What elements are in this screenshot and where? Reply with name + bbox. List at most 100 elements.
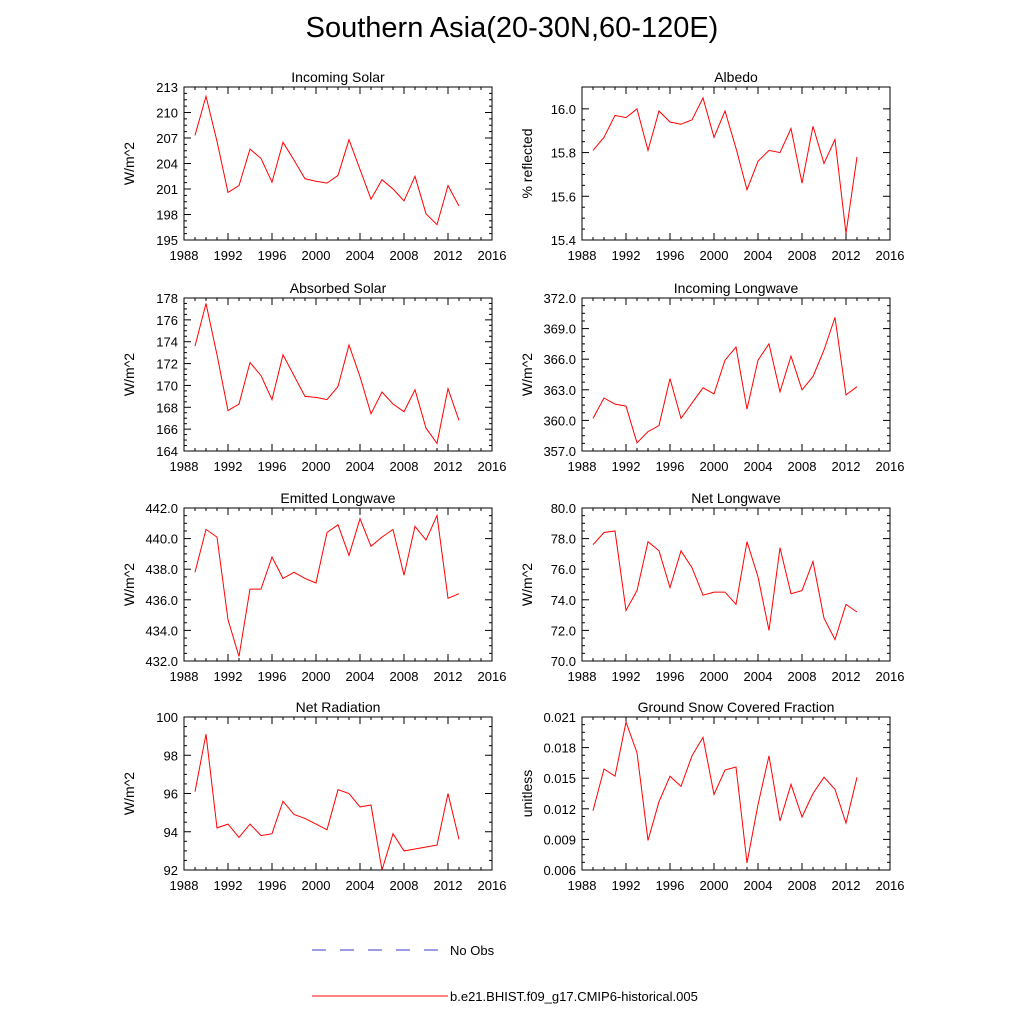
x-tick-label: 1992 bbox=[214, 878, 243, 893]
x-tick-label: 1992 bbox=[214, 248, 243, 263]
chart-panel: Net Longwave W/m^2 1988 1992 1996 2000 2004 200… bbox=[519, 490, 904, 684]
x-tick-label: 1996 bbox=[656, 248, 685, 263]
y-tick-label: 210 bbox=[156, 106, 178, 121]
y-tick-label: 204 bbox=[156, 157, 178, 172]
y-tick-label: 360.0 bbox=[543, 413, 576, 428]
x-tick-label: 2012 bbox=[832, 878, 861, 893]
legend-obs-label: No Obs bbox=[450, 943, 495, 958]
y-tick-label: 442.0 bbox=[145, 501, 178, 516]
chart-panel: Ground Snow Covered Fraction unitless 1988… bbox=[519, 699, 904, 893]
x-tick-label: 1992 bbox=[214, 459, 243, 474]
y-tick-label: 172 bbox=[156, 357, 178, 372]
y-tick-label: 366.0 bbox=[543, 352, 576, 367]
y-axis-label: W/m^2 bbox=[121, 563, 137, 606]
series-line bbox=[592, 720, 858, 863]
x-tick-label: 2008 bbox=[390, 669, 419, 684]
y-tick-label: 0.015 bbox=[543, 771, 576, 786]
x-tick-label: 2012 bbox=[434, 248, 463, 263]
chart-title: Incoming Longwave bbox=[674, 280, 799, 296]
x-tick-label: 2004 bbox=[346, 248, 375, 263]
x-tick-label: 2012 bbox=[434, 878, 463, 893]
x-tick-label: 2016 bbox=[876, 459, 905, 474]
x-tick-label: 1992 bbox=[612, 669, 641, 684]
y-tick-label: 207 bbox=[156, 131, 178, 146]
x-tick-label: 2004 bbox=[346, 459, 375, 474]
y-tick-label: 92 bbox=[164, 863, 178, 878]
y-tick-label: 96 bbox=[164, 787, 178, 802]
x-tick-label: 2016 bbox=[876, 669, 905, 684]
y-tick-label: 94 bbox=[164, 825, 178, 840]
x-tick-label: 2000 bbox=[700, 878, 729, 893]
x-tick-label: 1988 bbox=[170, 878, 199, 893]
series-line bbox=[592, 530, 858, 641]
chart-panel: Emitted Longwave W/m^2 1988 1992 1996 2000 200… bbox=[121, 490, 506, 684]
x-tick-label: 1988 bbox=[568, 459, 597, 474]
y-tick-label: 176 bbox=[156, 313, 178, 328]
x-tick-label: 1996 bbox=[258, 248, 287, 263]
y-tick-label: 15.8 bbox=[551, 146, 576, 161]
x-tick-label: 1988 bbox=[568, 669, 597, 684]
y-tick-label: 178 bbox=[156, 291, 178, 306]
series-line bbox=[194, 734, 460, 871]
y-axis-label: % reflected bbox=[519, 128, 535, 198]
x-tick-label: 1996 bbox=[656, 669, 685, 684]
y-tick-label: 0.009 bbox=[543, 832, 576, 847]
chart-title: Albedo bbox=[714, 69, 758, 85]
y-tick-label: 98 bbox=[164, 748, 178, 763]
y-tick-label: 372.0 bbox=[543, 291, 576, 306]
y-tick-label: 80.0 bbox=[551, 501, 576, 516]
plot-frame bbox=[183, 297, 493, 452]
x-tick-label: 2012 bbox=[434, 459, 463, 474]
y-tick-label: 369.0 bbox=[543, 322, 576, 337]
y-tick-label: 170 bbox=[156, 378, 178, 393]
x-tick-label: 2000 bbox=[700, 459, 729, 474]
series-line bbox=[592, 96, 858, 234]
y-tick-label: 15.4 bbox=[551, 233, 576, 248]
x-tick-label: 2016 bbox=[478, 248, 507, 263]
y-tick-label: 164 bbox=[156, 444, 178, 459]
x-tick-label: 2000 bbox=[302, 669, 331, 684]
chart-title: Net Radiation bbox=[296, 699, 381, 715]
chart-panel: Albedo % reflected 1988 1992 1996 2000 2004 200… bbox=[519, 69, 904, 263]
x-tick-label: 1996 bbox=[656, 878, 685, 893]
chart-panel: Incoming Longwave W/m^2 1988 1992 1996 2000 20… bbox=[519, 280, 904, 474]
y-tick-label: 166 bbox=[156, 422, 178, 437]
y-tick-label: 0.021 bbox=[543, 710, 576, 725]
x-tick-label: 2016 bbox=[478, 878, 507, 893]
x-tick-label: 2008 bbox=[788, 669, 817, 684]
y-tick-label: 438.0 bbox=[145, 562, 178, 577]
plot-frame bbox=[581, 507, 891, 662]
y-tick-label: 74.0 bbox=[551, 593, 576, 608]
legend-model-label: b.e21.BHIST.f09_g17.CMIP6-historical.005 bbox=[450, 989, 698, 1004]
x-tick-label: 2016 bbox=[876, 248, 905, 263]
y-axis-label: unitless bbox=[519, 770, 535, 817]
series-line bbox=[194, 303, 460, 445]
x-tick-label: 2004 bbox=[346, 669, 375, 684]
x-tick-label: 2004 bbox=[346, 878, 375, 893]
y-tick-label: 16.0 bbox=[551, 102, 576, 117]
x-tick-label: 2000 bbox=[302, 878, 331, 893]
y-tick-label: 168 bbox=[156, 400, 178, 415]
x-tick-label: 2008 bbox=[390, 878, 419, 893]
plot-frame bbox=[183, 507, 493, 662]
y-axis-label: W/m^2 bbox=[121, 353, 137, 396]
chart-panel: Net Radiation W/m^2 1988 1992 1996 2000 2004 20… bbox=[121, 699, 506, 893]
y-tick-label: 432.0 bbox=[145, 654, 178, 669]
chart-title: Absorbed Solar bbox=[290, 280, 387, 296]
x-tick-label: 2012 bbox=[832, 669, 861, 684]
y-tick-label: 440.0 bbox=[145, 532, 178, 547]
y-axis-label: W/m^2 bbox=[121, 772, 137, 815]
y-tick-label: 195 bbox=[156, 233, 178, 248]
x-tick-label: 2008 bbox=[788, 878, 817, 893]
x-tick-label: 2008 bbox=[788, 248, 817, 263]
y-tick-label: 434.0 bbox=[145, 623, 178, 638]
x-tick-label: 2008 bbox=[390, 248, 419, 263]
x-tick-label: 2012 bbox=[434, 669, 463, 684]
plot-frame bbox=[183, 716, 493, 871]
y-tick-label: 0.006 bbox=[543, 863, 576, 878]
x-tick-label: 1992 bbox=[612, 248, 641, 263]
x-tick-label: 2000 bbox=[302, 459, 331, 474]
chart-title: Ground Snow Covered Fraction bbox=[638, 699, 835, 715]
y-tick-label: 15.6 bbox=[551, 189, 576, 204]
